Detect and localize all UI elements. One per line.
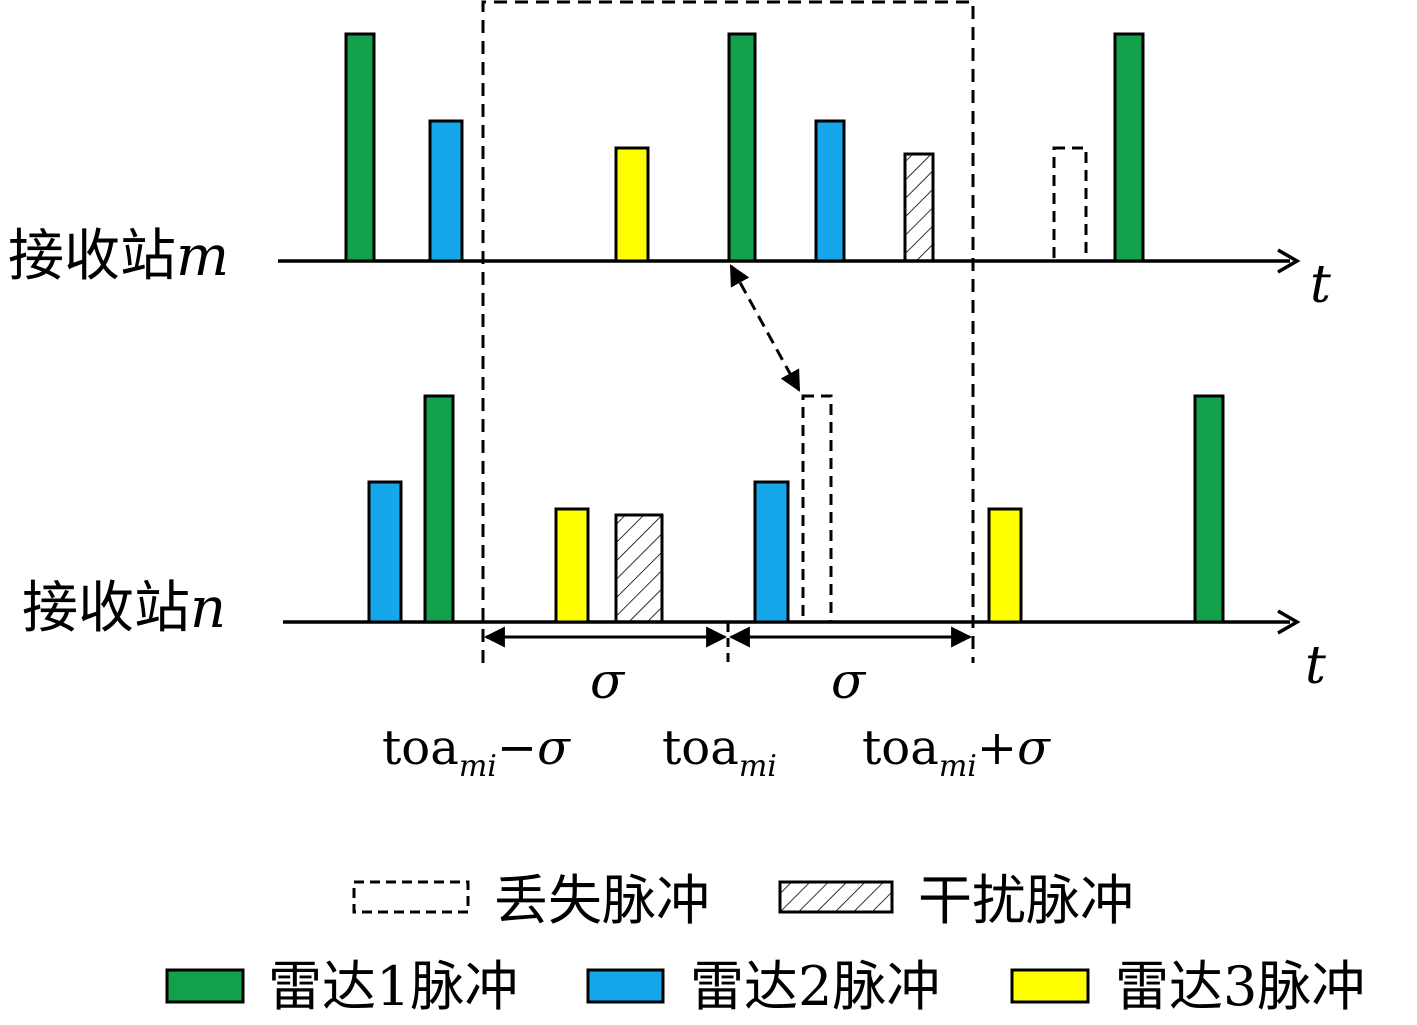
- legend-interference-label: 干扰脉冲: [918, 869, 1134, 932]
- toa-plus-sigma-label: toami+σ: [862, 720, 1051, 784]
- m-missing-pulse: [1052, 146, 1088, 263]
- legend-radar1-swatch: [165, 968, 245, 1004]
- legend-missing-swatch: [352, 880, 470, 914]
- window-outline: [481, 0, 975, 663]
- n-radar2-pulse-1: [367, 480, 403, 624]
- legend-radar3-label: 雷达3脉冲: [1115, 955, 1365, 1018]
- legend-radar3-swatch: [1010, 968, 1090, 1004]
- legend-radar2-label: 雷达2脉冲: [690, 955, 940, 1018]
- station-m-row: 接收站m t: [8, 32, 1331, 315]
- m-radar3-pulse-1: [614, 146, 650, 263]
- station-n-label: 接收站n: [22, 576, 226, 641]
- toa-center-label: toami: [662, 720, 777, 784]
- pulse-association-arrow: [729, 264, 801, 392]
- n-radar2-pulse-2: [753, 480, 790, 624]
- m-radar1-pulse-1: [344, 32, 376, 263]
- n-interference-pulse: [614, 513, 664, 624]
- station-n-row: 接收站n t: [22, 394, 1326, 696]
- legend-radar2-swatch: [586, 968, 665, 1004]
- m-radar2-pulse-1: [428, 119, 464, 263]
- m-radar2-pulse-2: [814, 119, 846, 263]
- station-m-t-label: t: [1310, 255, 1331, 315]
- m-interference-pulse: [903, 152, 935, 263]
- toa-minus-sigma-label: toami−σ: [382, 720, 571, 784]
- n-radar1-pulse-2: [1193, 394, 1225, 624]
- legend-interference-swatch: [778, 880, 894, 914]
- legend-radar1-label: 雷达1脉冲: [268, 955, 518, 1018]
- n-radar3-pulse-1: [554, 507, 590, 624]
- tolerance-window: σ σ: [481, 0, 975, 710]
- station-n-t-label: t: [1305, 636, 1326, 696]
- station-n-axis-arrowhead: [1277, 609, 1301, 635]
- n-radar1-pulse-1: [423, 394, 455, 624]
- legend-missing-label: 丢失脉冲: [494, 869, 710, 932]
- n-radar3-pulse-2: [987, 507, 1023, 624]
- station-m-axis-arrowhead: [1277, 248, 1301, 274]
- legend: 丢失脉冲 干扰脉冲 雷达1脉冲 雷达2脉冲 雷达3脉冲: [165, 869, 1365, 1018]
- m-radar1-pulse-2: [727, 32, 757, 263]
- station-m-label: 接收站m: [8, 224, 229, 289]
- m-radar1-pulse-3: [1113, 32, 1145, 263]
- right-sigma-label: σ: [831, 652, 867, 710]
- left-sigma-label: σ: [590, 652, 626, 710]
- n-missing-pulse: [801, 394, 833, 624]
